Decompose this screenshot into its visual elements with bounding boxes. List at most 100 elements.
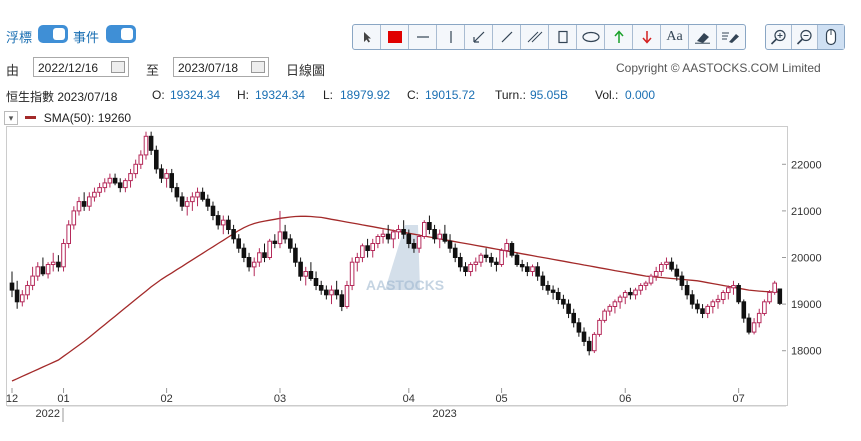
candle-up — [622, 292, 628, 298]
x-year-label: 2022 — [36, 408, 60, 420]
candle-up — [87, 196, 92, 207]
candle — [726, 285, 731, 300]
candle-up — [592, 333, 597, 352]
candle-up — [355, 257, 360, 263]
candle — [416, 234, 422, 253]
candle — [478, 252, 484, 267]
candle — [715, 294, 721, 309]
interval-label[interactable]: 日線圖 — [286, 63, 326, 78]
hline-icon[interactable] — [409, 25, 437, 49]
candle-down — [308, 271, 314, 279]
candle-up — [66, 224, 72, 244]
candle-up — [473, 261, 479, 266]
candle — [633, 287, 638, 300]
candle — [9, 271, 15, 298]
rect-color-icon[interactable] — [381, 25, 409, 49]
candle — [355, 252, 360, 272]
candle — [112, 173, 118, 186]
candle — [339, 290, 345, 312]
down-arrow-icon[interactable] — [633, 25, 661, 49]
sma-swatch — [25, 116, 37, 120]
candle — [76, 196, 82, 216]
candle — [324, 285, 329, 300]
candle-down — [401, 229, 406, 235]
vline-icon[interactable] — [437, 25, 465, 49]
from-date-value: 2022/12/16 — [38, 61, 99, 75]
volume-label: Vol.: — [595, 88, 619, 102]
candle — [293, 243, 298, 267]
text-icon[interactable]: Aa — [661, 25, 689, 49]
candle-down — [586, 340, 592, 352]
candle — [432, 224, 437, 244]
edit-all-icon[interactable] — [717, 25, 745, 49]
candle-up — [76, 201, 82, 212]
candle — [689, 290, 695, 309]
event-toggle[interactable] — [106, 25, 136, 43]
candle-down — [313, 278, 319, 286]
candle-up — [190, 196, 195, 203]
parallel-line-icon[interactable] — [521, 25, 549, 49]
open-value: 19324.34 — [170, 88, 221, 102]
eraser-icon[interactable] — [689, 25, 717, 49]
line-icon[interactable] — [493, 25, 521, 49]
candle-down — [746, 317, 752, 333]
pointer-icon[interactable] — [353, 25, 381, 49]
zoom-in-icon[interactable] — [766, 25, 792, 49]
candle — [236, 234, 241, 253]
candle-up — [138, 154, 144, 165]
candle-down — [210, 205, 216, 216]
candle — [360, 243, 365, 263]
candle — [519, 259, 525, 272]
candle — [581, 327, 587, 347]
candle-up — [375, 236, 381, 244]
candle-down — [689, 294, 695, 305]
candle-down — [148, 135, 154, 151]
toggle-knob — [53, 28, 65, 40]
mouse-icon[interactable] — [818, 25, 844, 49]
candle — [71, 206, 77, 230]
up-arrow-icon[interactable] — [605, 25, 633, 49]
candle-up — [659, 264, 664, 272]
candle — [576, 318, 582, 337]
ellipse-icon[interactable] — [577, 25, 605, 49]
candle-up — [102, 182, 108, 189]
candle-down — [298, 261, 303, 277]
candle — [40, 257, 46, 277]
x-tick-label: 06 — [619, 393, 631, 405]
candle-down — [282, 231, 288, 240]
sma-label: SMA(50): 19260 — [43, 110, 132, 125]
rect-icon[interactable] — [549, 25, 577, 49]
legend-collapse-icon[interactable]: ▾ — [4, 110, 18, 125]
calendar-icon[interactable] — [251, 61, 265, 73]
float-toggle[interactable] — [38, 25, 68, 43]
candle-down — [483, 254, 489, 258]
candle-down — [519, 264, 525, 268]
from-date-input[interactable]: 2022/12/16 — [33, 57, 129, 77]
candle — [303, 266, 308, 286]
candle-up — [756, 312, 762, 324]
candle-down — [200, 191, 205, 200]
calendar-icon[interactable] — [111, 61, 125, 73]
turnover-label: Turn.: — [495, 88, 526, 102]
candle-down — [293, 247, 298, 263]
candle — [664, 257, 669, 270]
candle-up — [30, 275, 35, 286]
candle — [509, 241, 515, 258]
candle — [586, 336, 592, 356]
candle — [25, 280, 30, 300]
candle-down — [14, 289, 20, 303]
arrow-line-icon[interactable] — [465, 25, 493, 49]
candle-up — [164, 173, 169, 179]
candle — [298, 257, 303, 281]
low-value: 18979.92 — [340, 88, 391, 102]
candle-down — [427, 222, 432, 230]
watermark-logo — [385, 225, 420, 290]
to-date-input[interactable]: 2023/07/18 — [173, 57, 269, 77]
candle-down — [695, 303, 700, 310]
candle-down — [205, 198, 211, 207]
candle-down — [226, 219, 231, 230]
candle — [246, 252, 252, 272]
zoom-out-icon[interactable] — [792, 25, 818, 49]
copyright: Copyright © AASTOCKS.COM Limited — [616, 61, 821, 75]
